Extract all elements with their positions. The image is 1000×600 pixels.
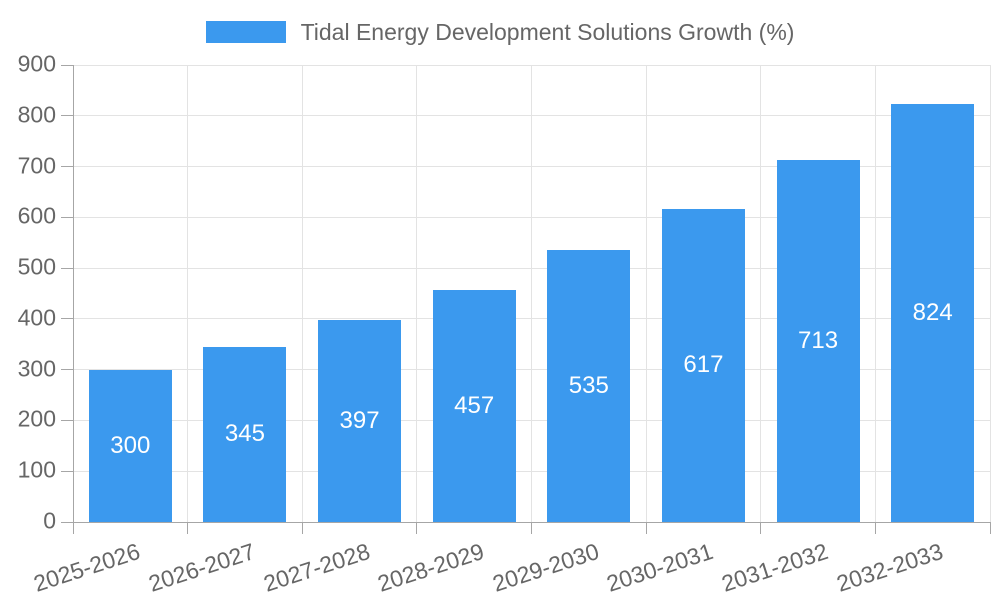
- gridline-vertical: [416, 65, 418, 522]
- x-axis-tick-label: 2030-2031: [603, 538, 717, 597]
- y-axis-tick-label: 500: [17, 253, 56, 280]
- x-axis-tick-label: 2026-2027: [145, 538, 258, 597]
- y-axis-line: [73, 65, 74, 522]
- x-axis-tick-label: 2027-2028: [259, 538, 373, 597]
- bar-value-label: 300: [110, 431, 151, 459]
- y-axis-tick: [61, 419, 73, 421]
- bar-value-label: 457: [454, 391, 495, 419]
- x-axis-tick-label: 2028-2029: [374, 538, 488, 597]
- y-axis-tick-label: 700: [17, 151, 56, 178]
- bar-value-label: 713: [798, 326, 839, 354]
- gridline-vertical: [187, 65, 189, 522]
- bar[interactable]: 713: [776, 159, 860, 522]
- gridline-vertical: [301, 65, 303, 522]
- y-axis-tick-label: 100: [17, 456, 56, 483]
- bar-value-label: 824: [912, 298, 953, 326]
- bar[interactable]: 345: [203, 346, 287, 522]
- bar-value-label: 617: [683, 351, 724, 379]
- x-axis-tick-label: 2029-2030: [489, 538, 602, 597]
- x-axis-tick: [645, 522, 647, 534]
- x-axis-tick-label: 2031-2032: [718, 538, 832, 597]
- y-axis-tick-label: 800: [17, 101, 56, 128]
- bar[interactable]: 617: [661, 208, 745, 522]
- bar[interactable]: 397: [318, 320, 402, 522]
- y-axis-tick-label: 600: [17, 202, 56, 229]
- y-axis-tick: [61, 115, 73, 117]
- y-axis-tick: [61, 369, 73, 371]
- bar-value-label: 345: [224, 420, 265, 448]
- y-axis-tick: [61, 267, 73, 269]
- y-axis-tick: [61, 470, 73, 472]
- bar-value-label: 535: [568, 372, 609, 400]
- y-axis-tick: [61, 64, 73, 66]
- x-axis-tick: [760, 522, 762, 534]
- gridline-vertical: [989, 65, 991, 522]
- y-axis-tick-label: 900: [17, 50, 56, 77]
- bar[interactable]: 824: [891, 103, 975, 522]
- y-axis-tick: [61, 166, 73, 168]
- y-axis-tick-label: 0: [43, 507, 56, 534]
- y-axis-tick-label: 200: [17, 405, 56, 432]
- y-axis-tick: [61, 216, 73, 218]
- y-axis-tick: [61, 318, 73, 320]
- plot-area: 300 345 397 457 535 617 713 824: [73, 64, 991, 522]
- x-axis-tick: [874, 522, 876, 534]
- x-axis-tick: [187, 522, 189, 534]
- x-axis-tick: [416, 522, 418, 534]
- x-axis-tick: [989, 522, 991, 534]
- bar[interactable]: 300: [88, 369, 172, 522]
- x-axis-tick: [531, 522, 532, 534]
- y-axis-tick-label: 300: [17, 355, 56, 382]
- y-axis-tick-label: 400: [17, 304, 56, 331]
- bar[interactable]: 457: [432, 289, 516, 522]
- chart-legend[interactable]: Tidal Energy Development Solutions Growt…: [0, 18, 1000, 46]
- legend-swatch: [205, 21, 286, 43]
- x-axis-tick-label: 2032-2033: [833, 538, 946, 597]
- bar[interactable]: 535: [547, 250, 631, 522]
- gridline-vertical: [531, 65, 532, 522]
- x-axis-tick-label: 2025-2026: [30, 538, 144, 597]
- x-axis-tick: [301, 522, 303, 534]
- x-axis-tick: [72, 522, 74, 534]
- x-axis-line: [61, 522, 990, 523]
- legend-label: Tidal Energy Development Solutions Growt…: [300, 19, 795, 45]
- y-axis-tick: [61, 521, 73, 523]
- gridline-vertical: [645, 65, 647, 522]
- gridline-vertical: [874, 65, 876, 522]
- gridline-vertical: [760, 65, 762, 522]
- bar-value-label: 397: [339, 407, 380, 435]
